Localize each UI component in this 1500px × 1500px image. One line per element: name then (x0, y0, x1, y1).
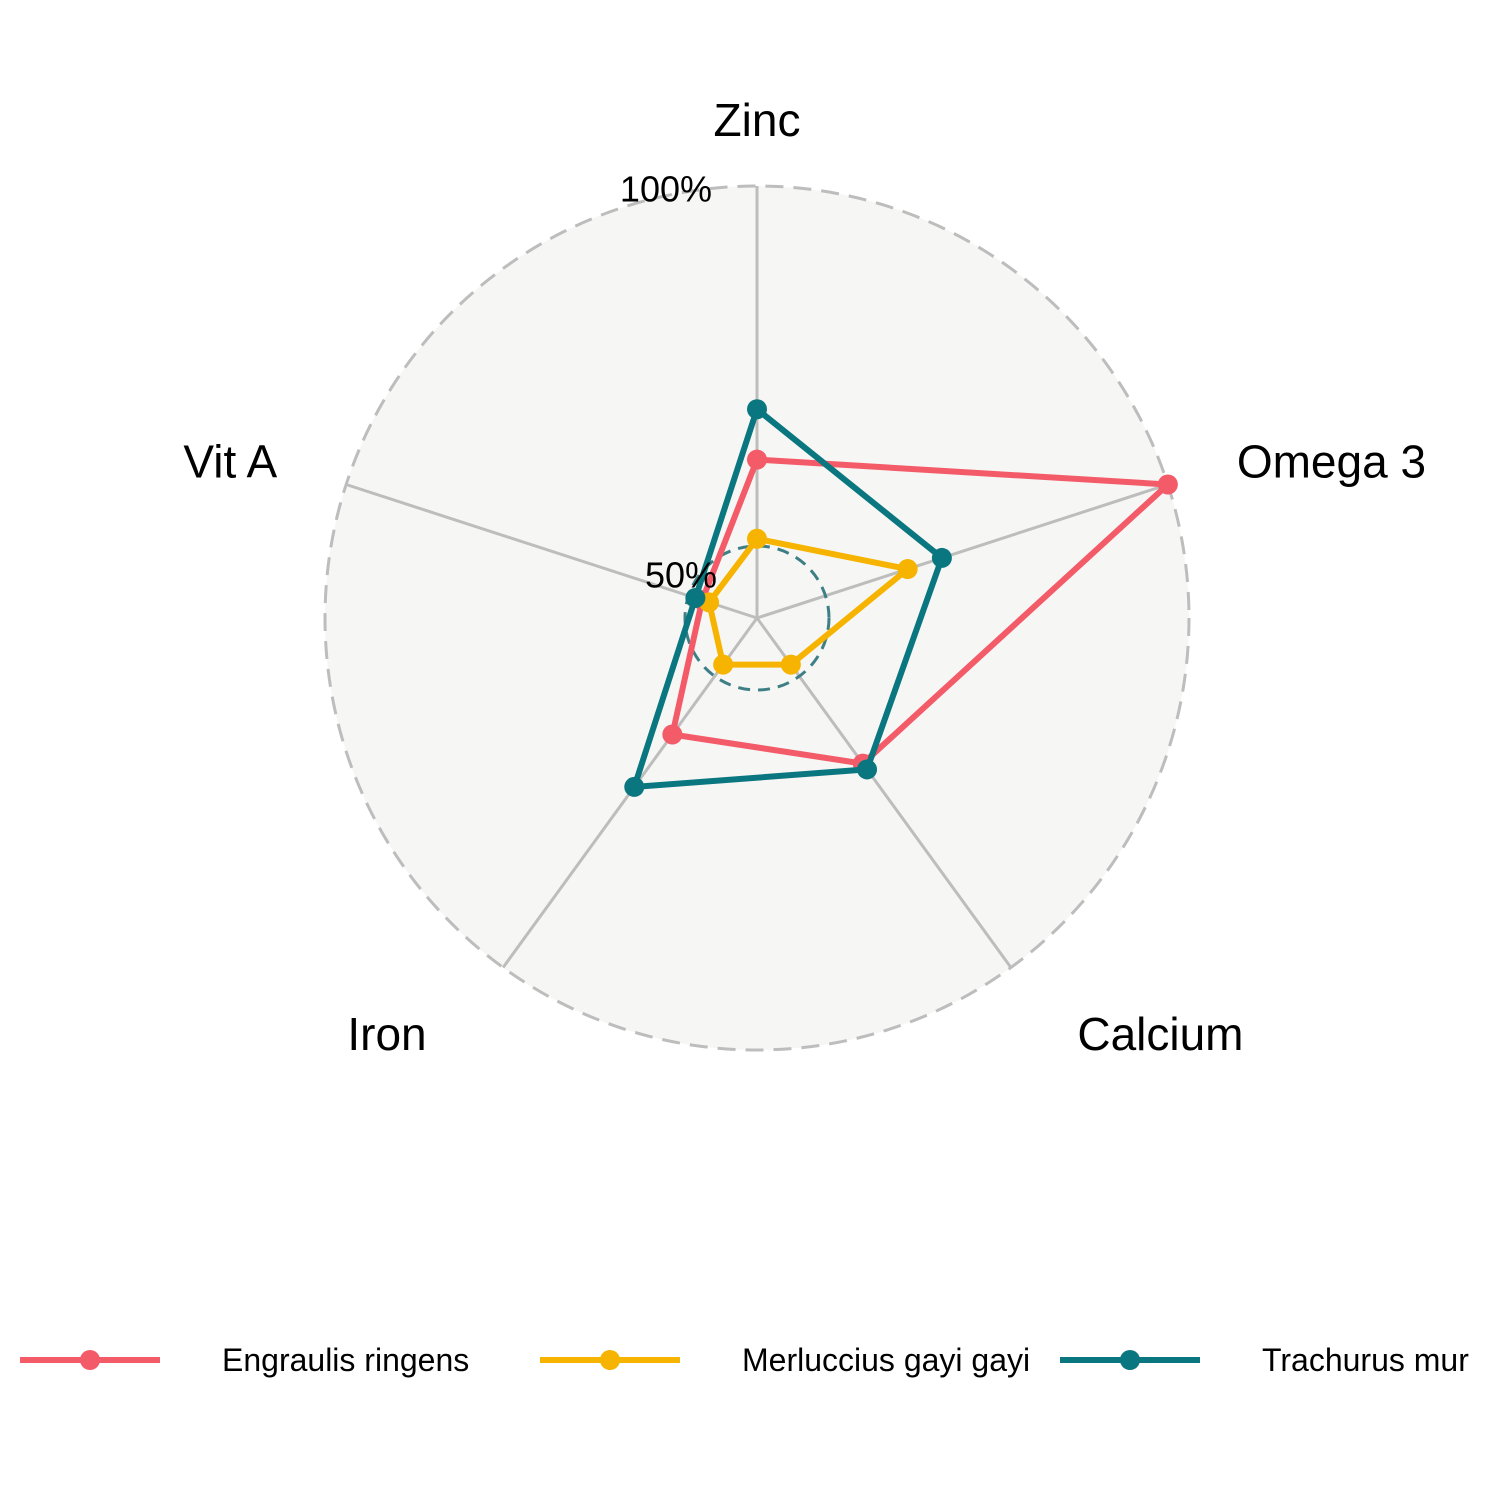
axis-label-omega-3: Omega 3 (1237, 436, 1426, 488)
point-merluccius-gayi-gayi-iron (713, 654, 734, 675)
axis-label-calcium: Calcium (1077, 1008, 1243, 1060)
axis-label-zinc: Zinc (714, 94, 801, 146)
ring-label-50: 50% (645, 555, 717, 596)
point-trachurus-mur-iron (624, 776, 645, 797)
legend: Engraulis ringens Merluccius gayi gayi Tra… (20, 1342, 1469, 1378)
ring-label-100: 100% (620, 169, 712, 210)
legend-label-trachurus-mur: Trachurus mur (1262, 1342, 1469, 1378)
ring-labels: 50% 100% (620, 169, 717, 596)
legend-label-engraulis-ringens: Engraulis ringens (222, 1342, 469, 1378)
ring-50 (683, 544, 831, 692)
point-merluccius-gayi-gayi-zinc (747, 528, 767, 549)
point-merluccius-gayi-gayi-omega-3 (897, 559, 918, 580)
axis-label-vit-a: Vit A (183, 436, 277, 488)
series-line-engraulis-ringens (669, 456, 1171, 767)
series-trachurus-mur (624, 399, 952, 797)
legend-marker-trachurus-mur (1120, 1350, 1140, 1370)
axis-label-iron: Iron (347, 1008, 426, 1060)
ring-100 (323, 184, 1191, 1052)
point-engraulis-ringens-omega-3 (1157, 474, 1178, 495)
point-trachurus-mur-calcium (857, 759, 878, 780)
legend-label-merluccius-gayi-gayi: Merluccius gayi gayi (742, 1342, 1030, 1378)
legend-item-trachurus-mur: Trachurus mur (1060, 1342, 1469, 1378)
legend-item-engraulis-ringens: Engraulis ringens (20, 1342, 469, 1378)
point-trachurus-mur-vit-a (685, 587, 706, 608)
point-engraulis-ringens-zinc (747, 449, 767, 470)
point-merluccius-gayi-gayi-calcium (780, 654, 801, 675)
legend-item-merluccius-gayi-gayi: Merluccius gayi gayi (540, 1342, 1030, 1378)
radar-series (624, 399, 1178, 797)
legend-marker-engraulis-ringens (80, 1350, 100, 1370)
axis-labels: Zinc Omega 3 Calcium Iron Vit A (183, 94, 1426, 1060)
legend-marker-merluccius-gayi-gayi (600, 1350, 620, 1370)
series-line-trachurus-mur (631, 406, 945, 790)
point-trachurus-mur-omega-3 (931, 547, 952, 568)
radar-rings (323, 184, 1191, 1052)
point-trachurus-mur-zinc (747, 399, 767, 420)
series-merluccius-gayi-gayi (699, 528, 918, 675)
series-line-merluccius-gayi-gayi (706, 535, 911, 668)
point-engraulis-ringens-iron (662, 724, 683, 745)
